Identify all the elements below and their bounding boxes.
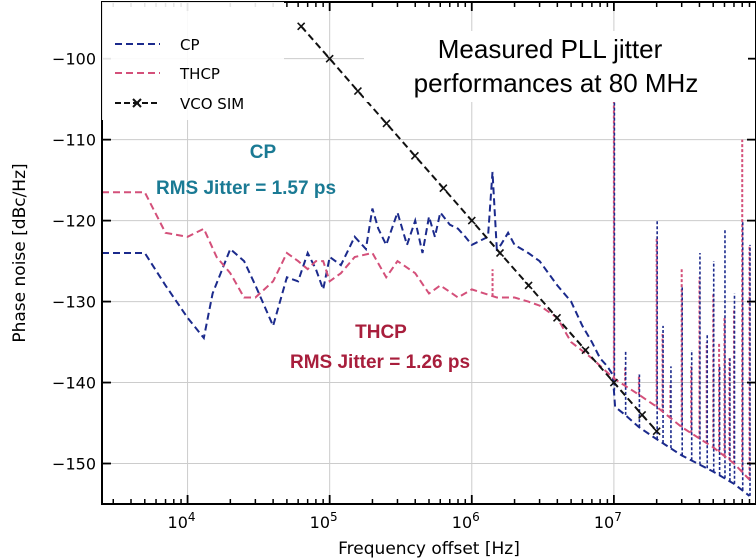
vco-sim-marker xyxy=(652,427,661,436)
cp-series-line xyxy=(102,171,751,497)
vco-sim-marker xyxy=(353,86,362,96)
vco-sim-marker-stroke xyxy=(495,248,505,258)
annotation-title-line2: performances at 80 MHz xyxy=(414,68,699,98)
x-tick-label: 106 xyxy=(452,510,480,532)
x-tick-exponent: 5 xyxy=(330,510,338,524)
x-tick-base: 10 xyxy=(310,513,330,532)
y-tick-label: −120 xyxy=(52,212,96,231)
y-tick-label: −150 xyxy=(52,455,96,474)
y-tick-label: −100 xyxy=(52,50,96,69)
cp-jitter-label: RMS Jitter = 1.57 ps xyxy=(156,178,336,199)
vco-sim-marker xyxy=(297,22,306,31)
annotation-box: Measured PLL jitter performances at 80 M… xyxy=(364,31,748,102)
legend-label-vco: VCO SIM xyxy=(180,95,244,113)
cp-annotation-label: CP xyxy=(250,142,277,163)
x-tick-label: 104 xyxy=(168,510,196,532)
legend-label-cp: CP xyxy=(180,36,200,54)
annotation-title-line1: Measured PLL jitter xyxy=(438,34,663,64)
series-lines xyxy=(102,22,751,497)
x-tick-base: 10 xyxy=(168,513,188,532)
x-tick-exponent: 6 xyxy=(472,510,480,524)
vco-sim-marker xyxy=(638,410,647,420)
vco-sim-marker-stroke xyxy=(325,54,334,63)
vco-sim-marker-stroke xyxy=(638,410,647,420)
y-axis-label: Phase noise [dBc/Hz] xyxy=(10,163,30,342)
vco-sim-marker-stroke xyxy=(382,119,391,128)
spur-lines xyxy=(491,91,751,496)
vco-sim-marker-stroke xyxy=(581,346,590,355)
thcp-jitter-label: RMS Jitter = 1.26 ps xyxy=(290,352,470,373)
vco-sim-marker xyxy=(581,346,590,355)
vco-sim-marker-stroke xyxy=(297,22,306,31)
vco-sim-marker-stroke xyxy=(353,86,362,96)
legend: CP THCP VCO SIM xyxy=(102,2,284,120)
vco-sim-marker xyxy=(410,151,419,160)
x-tick-label: 107 xyxy=(594,510,622,532)
vco-sim-marker-stroke xyxy=(467,216,476,225)
thcp-annotation-label: THCP xyxy=(355,322,407,343)
vco-sim-marker xyxy=(439,184,448,193)
y-tick-label: −140 xyxy=(52,374,96,393)
vco-sim-marker-stroke xyxy=(439,184,448,193)
vco-sim-marker-stroke xyxy=(652,427,661,436)
x-tick-label: 105 xyxy=(310,510,338,532)
y-tick-label: −110 xyxy=(52,131,96,150)
vco-sim-marker xyxy=(495,248,505,258)
annotation-background xyxy=(364,31,748,102)
vco-sim-marker xyxy=(325,54,334,63)
thcp-series-line xyxy=(102,191,751,481)
vco-sim-marker-stroke xyxy=(524,281,533,290)
legend-marker-vco xyxy=(132,98,142,108)
vco-sim-marker-stroke xyxy=(410,151,419,160)
x-axis-label: Frequency offset [Hz] xyxy=(338,539,520,559)
legend-label-thcp: THCP xyxy=(179,65,220,83)
vco-sim-marker xyxy=(524,281,533,290)
vco-sim-series-line xyxy=(300,25,658,432)
x-tick-base: 10 xyxy=(452,513,472,532)
x-tick-exponent: 4 xyxy=(188,510,196,524)
x-tick-exponent: 7 xyxy=(614,510,622,524)
legend-background xyxy=(102,2,284,120)
vco-sim-marker xyxy=(609,378,618,387)
vco-sim-marker-stroke xyxy=(552,313,562,322)
tick-labels: 104 105 106 107−100−110−120−130−140−150 xyxy=(52,50,622,532)
x-tick-base: 10 xyxy=(594,513,614,532)
vco-sim-marker xyxy=(552,313,562,322)
y-tick-label: −130 xyxy=(52,293,96,312)
vco-sim-marker-stroke xyxy=(609,378,618,387)
vco-sim-marker xyxy=(467,216,476,225)
vco-sim-marker xyxy=(382,119,391,128)
